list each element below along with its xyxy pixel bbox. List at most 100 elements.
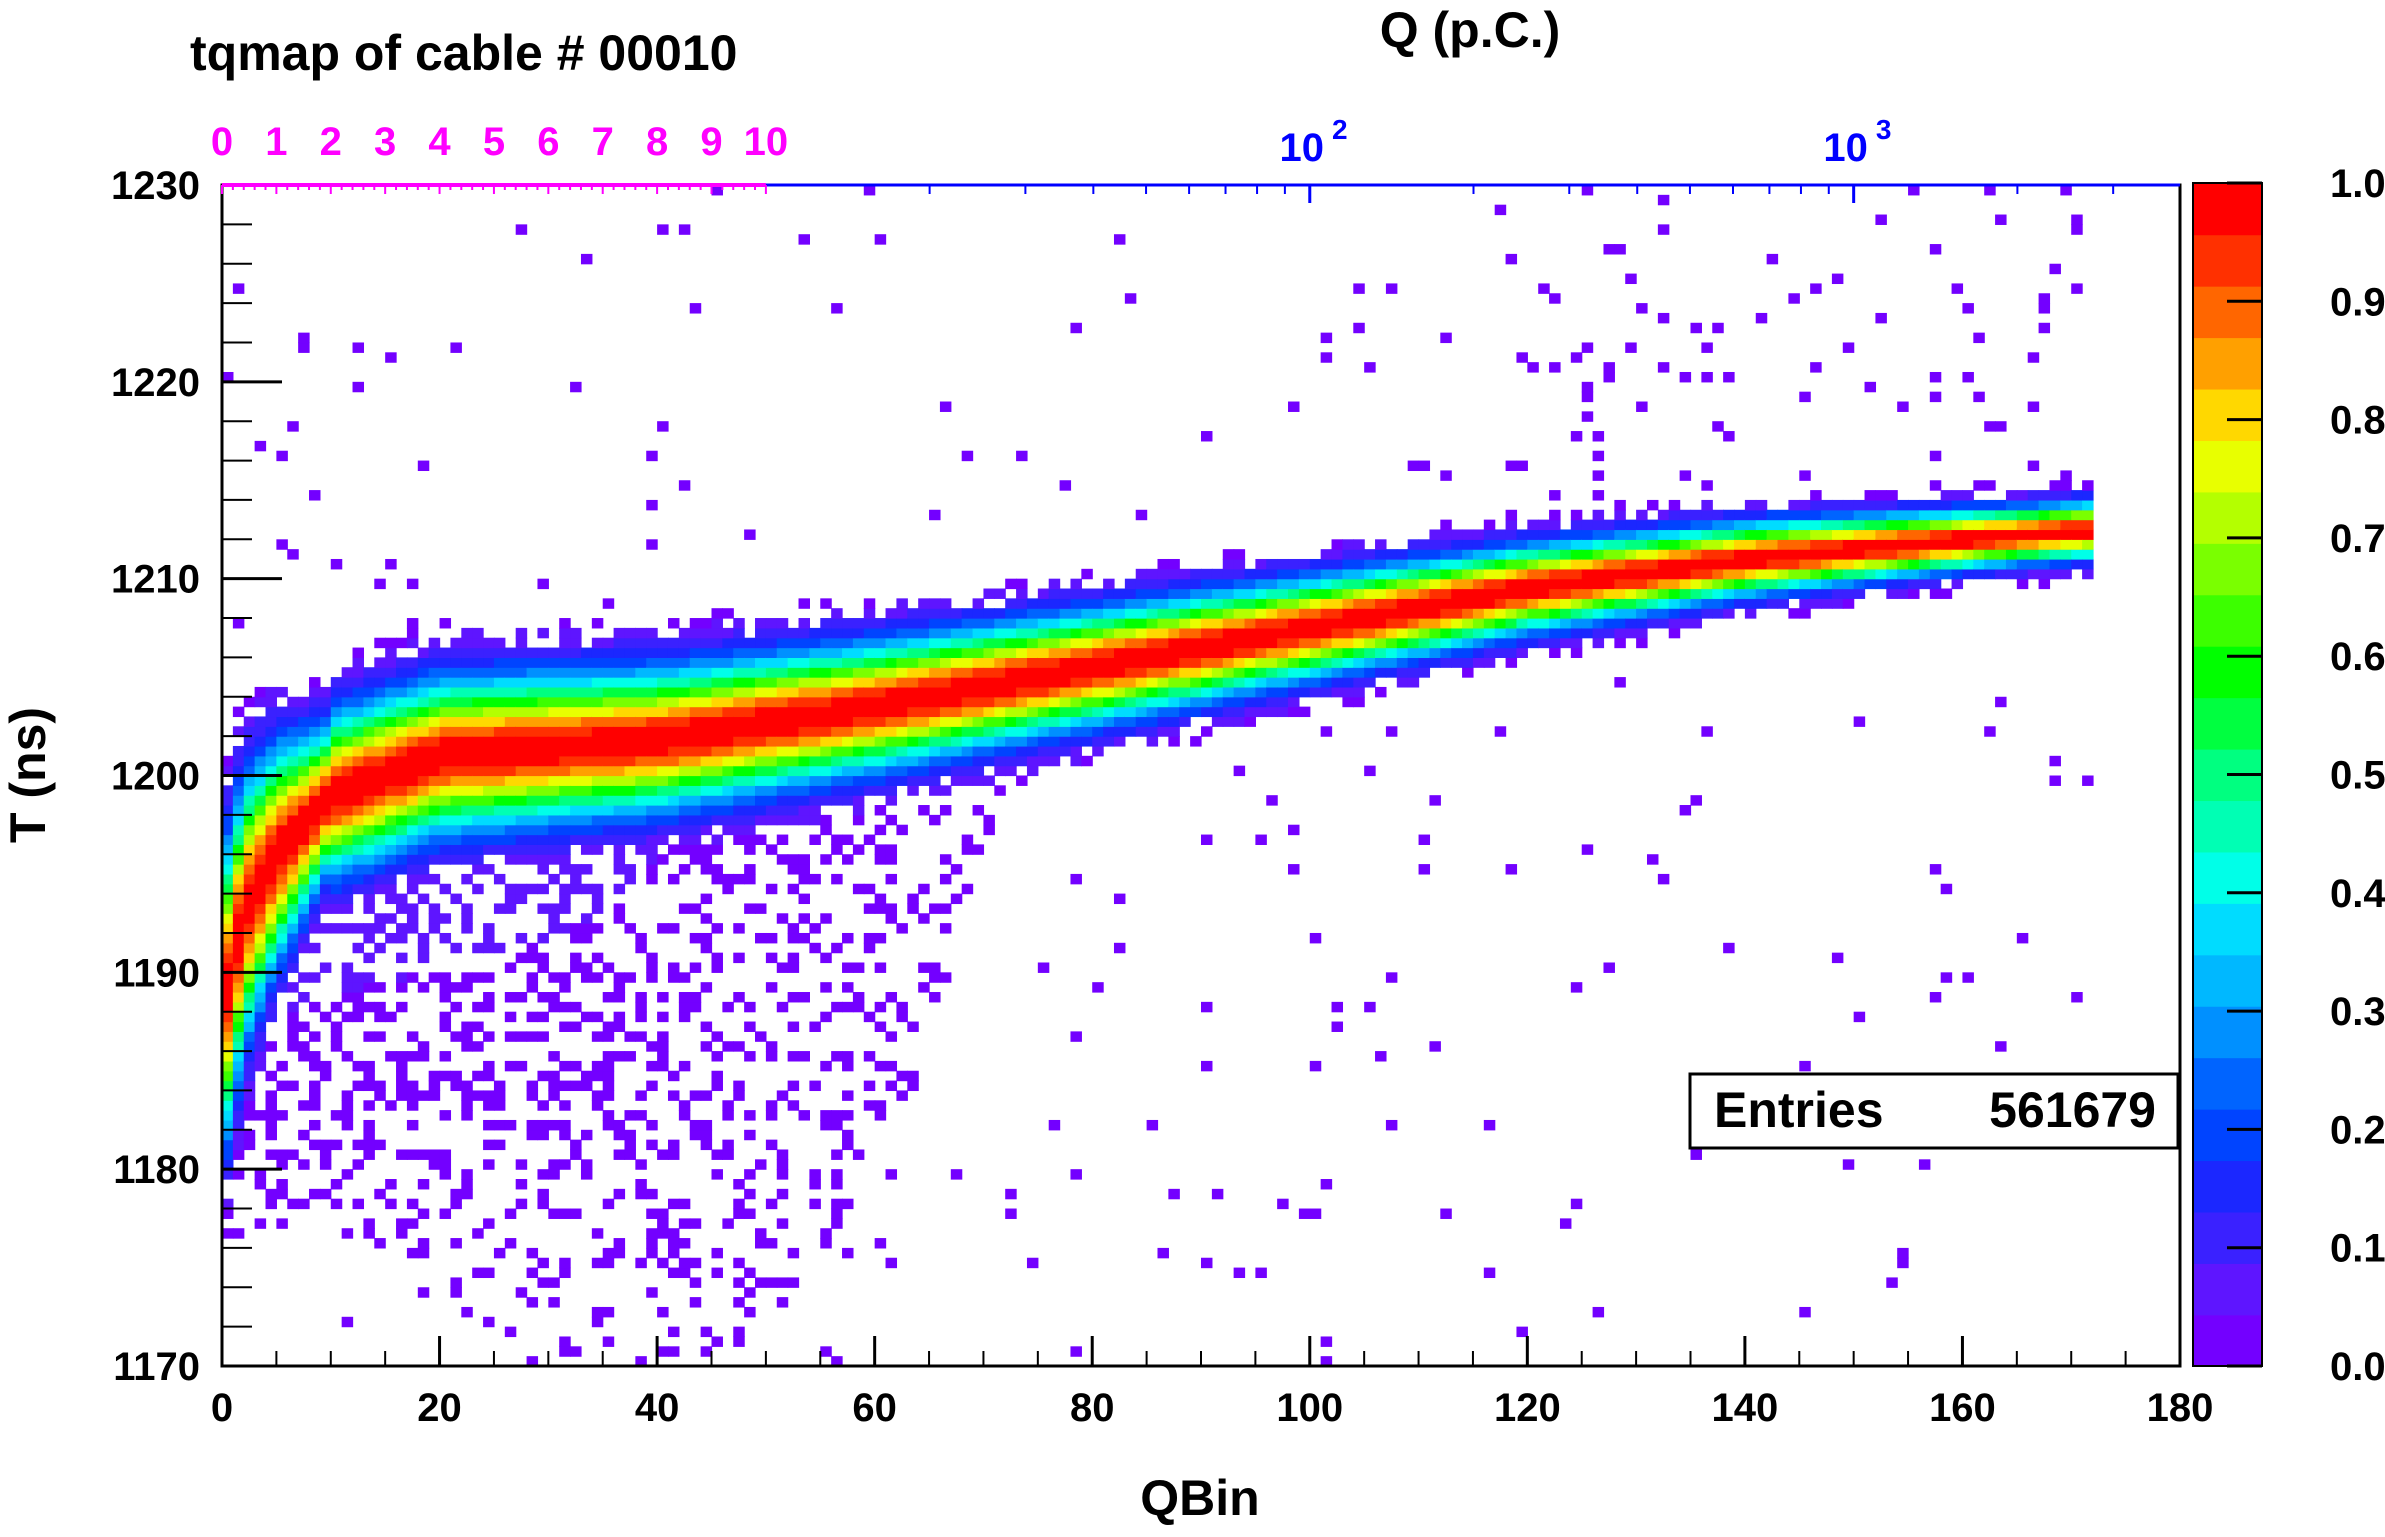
heatmap-cell: [657, 992, 669, 1003]
heatmap-cell: [1037, 706, 1050, 718]
heatmap-cell: [831, 745, 843, 757]
heatmap-cell: [1233, 549, 1246, 560]
heatmap-cell: [1222, 657, 1235, 668]
heatmap-cell: [2049, 490, 2061, 501]
heatmap-cell: [287, 726, 299, 737]
heatmap-cell: [755, 834, 767, 845]
heatmap-cell: [1440, 332, 1452, 344]
heatmap-cell: [1440, 549, 1452, 560]
heatmap-cell: [711, 755, 723, 767]
heatmap-cell: [2071, 283, 2083, 294]
heatmap-cell: [396, 637, 408, 649]
heatmap-cell: [1462, 568, 1474, 580]
heatmap-cell: [570, 1149, 582, 1160]
heatmap-cell: [961, 755, 974, 767]
heatmap-cell: [363, 844, 375, 855]
heatmap-cell: [1407, 618, 1420, 629]
heatmap-cell: [493, 775, 506, 786]
heatmap-cell: [1037, 637, 1050, 649]
heatmap-cell: [243, 775, 256, 786]
heatmap-cell: [1364, 608, 1376, 619]
heatmap-cell: [907, 637, 919, 649]
heatmap-cell: [396, 716, 408, 727]
heatmap-cell: [1179, 647, 1191, 658]
heatmap-cell: [385, 667, 397, 678]
heatmap-cell: [352, 686, 365, 698]
heatmap-cell: [1298, 588, 1311, 599]
heatmap-cell: [537, 647, 549, 658]
heatmap-cell: [537, 696, 549, 708]
heatmap-cell: [1342, 549, 1354, 560]
heatmap-cell: [765, 1198, 778, 1210]
heatmap-cell: [526, 942, 539, 954]
heatmap-cell: [994, 726, 1006, 737]
heatmap-cell: [1288, 588, 1300, 599]
heatmap-cell: [1037, 686, 1050, 698]
heatmap-cell: [591, 1257, 604, 1269]
heatmap-cell: [450, 824, 462, 836]
heatmap-cell: [852, 618, 865, 629]
heatmap-cell: [439, 736, 452, 747]
heatmap-cell: [1614, 598, 1626, 609]
heatmap-cell: [222, 1139, 234, 1151]
heatmap-cell: [1625, 608, 1637, 619]
heatmap-cell: [809, 785, 821, 796]
heatmap-cell: [1146, 627, 1159, 639]
heatmap-cell: [439, 716, 452, 727]
heatmap-cell: [613, 805, 626, 816]
heatmap-cell: [1016, 686, 1028, 698]
heatmap-cell: [1440, 608, 1452, 619]
heatmap-cell: [1016, 667, 1028, 678]
heatmap-cell: [363, 824, 375, 836]
heatmap-cell: [1559, 637, 1572, 649]
heatmap-cell: [896, 627, 908, 639]
heatmap-cell: [570, 726, 582, 737]
heatmap-cell: [504, 814, 517, 826]
heatmap-cell: [2005, 509, 2018, 521]
heatmap-cell: [1494, 578, 1507, 590]
heatmap-cell: [678, 627, 691, 639]
top-linear-tick-label: 1: [265, 120, 287, 164]
heatmap-cell: [493, 1247, 506, 1259]
heatmap-cell: [1690, 795, 1702, 806]
heatmap-cell: [580, 805, 593, 816]
heatmap-cell: [1385, 283, 1398, 294]
heatmap-cell: [1070, 696, 1082, 708]
heatmap-cell: [363, 1080, 375, 1092]
heatmap-cell: [2049, 519, 2061, 531]
heatmap-cell: [1581, 578, 1594, 590]
heatmap-cell: [1179, 627, 1191, 639]
heatmap-cell: [537, 765, 549, 777]
heatmap-cell: [2049, 775, 2061, 786]
heatmap-cell: [1723, 509, 1735, 521]
heatmap-cell: [428, 1080, 441, 1092]
heatmap-cell: [309, 913, 321, 924]
heatmap-cell: [232, 913, 245, 924]
heatmap-cell: [515, 736, 528, 747]
heatmap-cell: [1853, 588, 1866, 599]
heatmap-cell: [483, 1316, 495, 1328]
heatmap-cell: [1712, 421, 1724, 432]
heatmap-cell: [700, 824, 713, 836]
heatmap-cell: [1179, 588, 1191, 599]
heatmap-cell: [406, 637, 419, 649]
heatmap-cell: [559, 982, 571, 993]
heatmap-cell: [298, 342, 310, 353]
heatmap-cell: [1549, 529, 1561, 540]
heatmap-cell: [1157, 686, 1169, 698]
heatmap-cell: [570, 1208, 582, 1219]
heatmap-cell: [852, 775, 865, 786]
heatmap-cell: [765, 805, 778, 816]
heatmap-cell: [374, 834, 386, 845]
heatmap-cell: [1222, 588, 1235, 599]
heatmap-cell: [243, 942, 256, 954]
heatmap-cell: [559, 775, 571, 786]
heatmap-cell: [537, 824, 549, 836]
heatmap-cell: [1592, 490, 1605, 501]
heatmap-cell: [765, 657, 778, 668]
heatmap-cell: [352, 1198, 365, 1210]
heatmap-cell: [972, 647, 985, 658]
heatmap-cell: [417, 1247, 430, 1259]
heatmap-cell: [537, 992, 549, 1003]
heatmap-cell: [319, 854, 332, 865]
